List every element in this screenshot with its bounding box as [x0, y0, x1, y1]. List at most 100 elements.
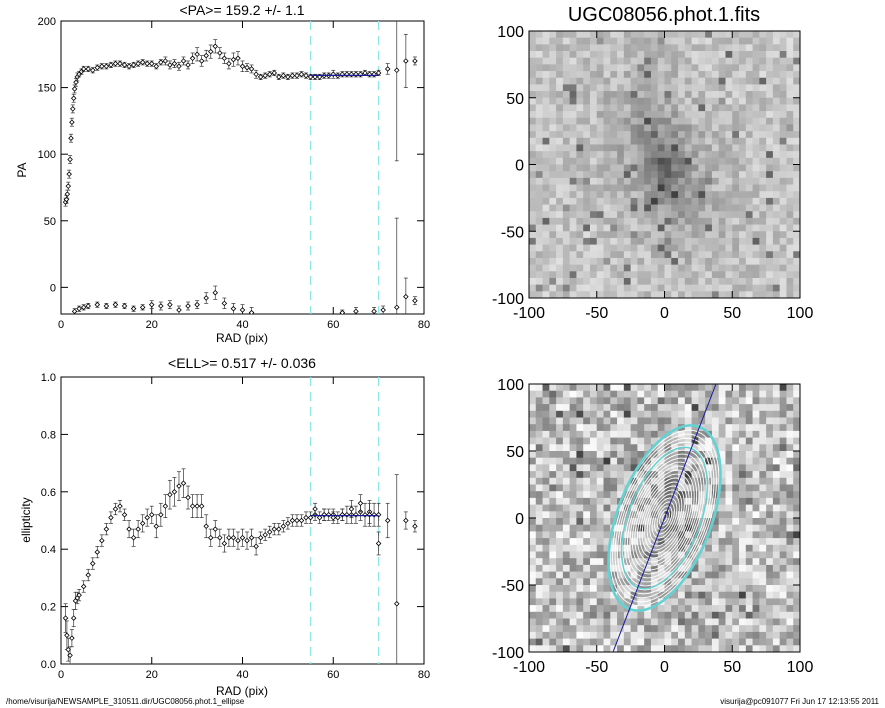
img1-pixel	[759, 204, 767, 212]
ell-point	[76, 592, 82, 598]
img1-pixel	[549, 171, 557, 179]
img2-pixel	[562, 564, 571, 572]
img2-pixel	[705, 410, 713, 418]
img1-pixel	[549, 177, 557, 185]
img1-pixel	[698, 104, 706, 112]
img2-pixel	[711, 497, 720, 505]
img2-pixel	[739, 464, 747, 472]
img2-pixel	[542, 638, 550, 646]
img1-pixel	[603, 251, 611, 259]
img1-pixel	[623, 264, 632, 272]
img1-pixel	[779, 31, 787, 39]
img1-pixel	[732, 224, 740, 232]
img2-pixel	[637, 524, 645, 532]
img2-pixel	[617, 384, 625, 392]
img2-pixel	[678, 437, 686, 445]
img2-ytick-label: 0	[515, 511, 524, 528]
img2-pixel	[779, 551, 787, 559]
pa-plot-area	[62, 21, 418, 314]
img1-pixel	[637, 104, 645, 112]
img1-pixel	[664, 124, 672, 132]
img2-pixel	[779, 497, 787, 505]
img1-pixel	[725, 31, 733, 39]
img1-pixel	[542, 111, 550, 119]
img1-pixel	[705, 31, 713, 39]
img2-pixel	[759, 564, 767, 572]
img2-pixel	[766, 591, 774, 599]
img2-pixel	[711, 390, 720, 398]
img1-pixel	[610, 71, 618, 79]
img1-pixel	[576, 184, 584, 192]
img1-pixel	[752, 204, 760, 212]
img2-pixel	[766, 491, 774, 499]
img1-pixel	[786, 251, 794, 259]
img1-pixel	[759, 37, 767, 45]
img1-pixel	[556, 257, 564, 266]
img2-pixel	[569, 518, 577, 526]
img1-pixel	[718, 131, 726, 139]
img1-pixel	[725, 284, 733, 292]
img2-pixel	[529, 504, 537, 512]
img1-pixel	[786, 231, 794, 239]
img2-pixel	[664, 518, 672, 526]
img1-pixel	[569, 104, 577, 112]
img1-pixel	[542, 231, 550, 239]
img1-pixel	[678, 57, 686, 65]
img2-pixel	[630, 518, 638, 526]
img1-pixel	[556, 111, 564, 119]
img2-pixel	[583, 417, 591, 425]
ell-point	[271, 526, 278, 532]
ell-point	[162, 503, 169, 509]
img1-pixel	[759, 271, 767, 279]
img1-pixel	[657, 177, 665, 185]
img1-pixel	[739, 137, 747, 145]
img1-pixel	[549, 264, 557, 272]
img2-pixel	[779, 424, 787, 432]
img2-pixel	[752, 491, 760, 499]
img1-pixel	[603, 171, 611, 179]
img1-pixel	[589, 151, 598, 159]
img2-pixel	[664, 464, 672, 472]
img2-pixel	[576, 571, 584, 579]
img2-pixel	[596, 631, 604, 639]
img1-pixel	[786, 264, 794, 272]
img1-pixel	[529, 84, 537, 92]
img2-pixel	[562, 464, 571, 472]
img1-pixel	[542, 284, 550, 292]
ell-point	[171, 489, 178, 495]
img2-pixel	[766, 451, 774, 459]
img2-pixel	[596, 384, 604, 392]
img2-pixel	[684, 591, 693, 599]
img2-pixel	[596, 544, 604, 552]
img1-pixel	[644, 91, 652, 99]
img2-pixel	[556, 477, 564, 485]
img2-pixel	[745, 477, 753, 485]
img1-pixel	[745, 164, 753, 172]
img1-pixel	[684, 184, 693, 192]
img2-pixel	[759, 491, 767, 499]
img1-pixel	[711, 197, 720, 205]
img2-pixel	[732, 491, 740, 499]
pa-point	[162, 58, 169, 64]
img2-pixel	[766, 524, 774, 532]
img2-pixel	[739, 417, 747, 425]
img1-pixel	[617, 57, 625, 65]
img2-pixel	[569, 457, 577, 465]
pa-point	[280, 72, 287, 79]
img1-pixel	[691, 104, 699, 112]
img1-pixel	[562, 244, 571, 252]
img1-pixel	[793, 171, 801, 179]
ell-point	[80, 583, 87, 590]
img2-pixel	[549, 578, 557, 586]
pa-point	[71, 86, 78, 92]
img2-pixel	[772, 504, 781, 512]
img2-pixel	[698, 571, 706, 579]
img2-pixel	[711, 571, 720, 579]
img2-pixel	[671, 397, 679, 405]
img1-pixel	[772, 37, 781, 45]
img2-pixel	[739, 384, 747, 392]
img1-pixel	[705, 171, 713, 179]
img1-pixel	[705, 144, 713, 152]
img2-pixel	[583, 611, 591, 619]
img2-pixel	[549, 471, 557, 479]
